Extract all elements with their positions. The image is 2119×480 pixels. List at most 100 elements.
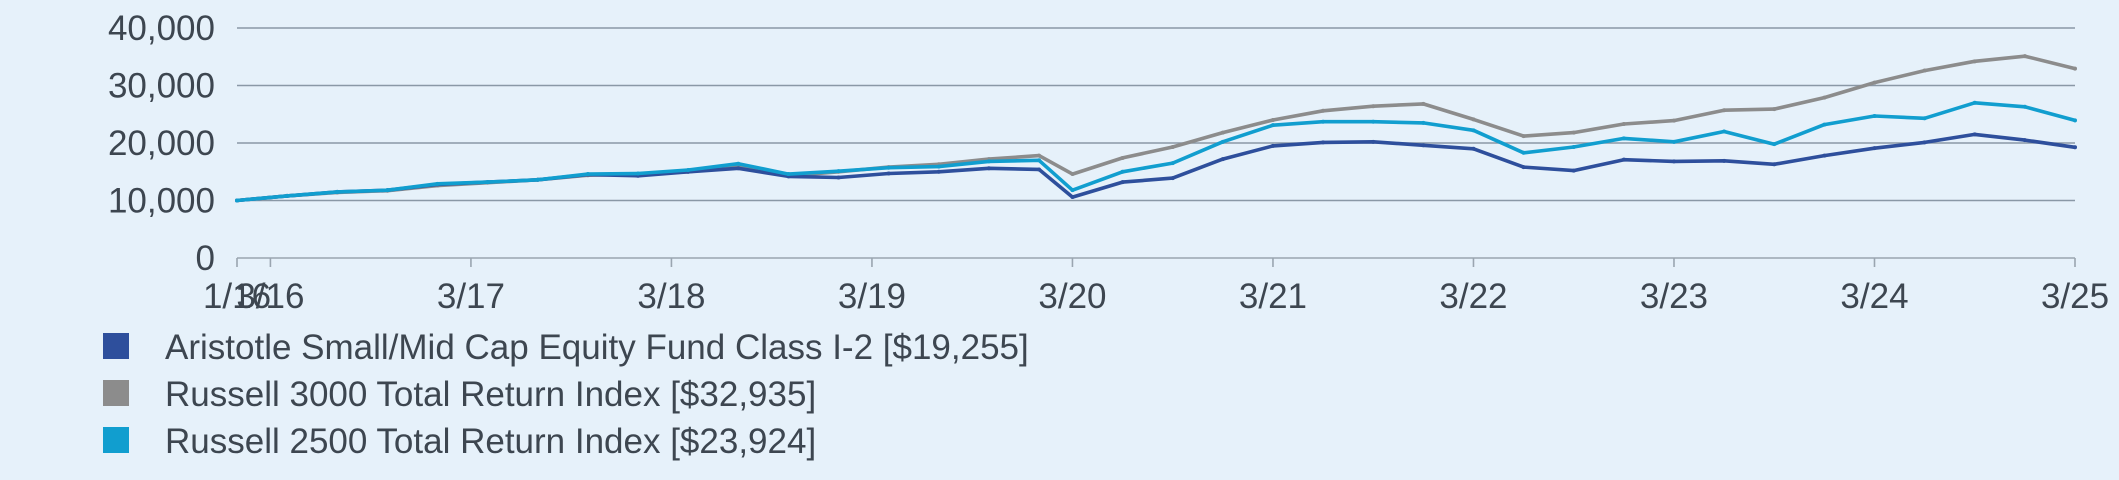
series-points-2: [235, 100, 2077, 203]
data-point: [1471, 128, 1476, 133]
y-tick-label: 40,000: [108, 9, 215, 48]
data-point: [1120, 180, 1125, 185]
data-point: [1037, 153, 1042, 158]
data-point: [2022, 54, 2027, 59]
data-point: [1671, 139, 1676, 144]
data-point: [786, 172, 791, 177]
data-point: [1070, 195, 1075, 200]
data-point: [385, 188, 390, 193]
data-point: [1872, 146, 1877, 151]
x-tick-label: 3/23: [1640, 277, 1708, 316]
legend-swatch: [103, 333, 129, 359]
data-point: [1722, 108, 1727, 113]
data-point: [1170, 161, 1175, 166]
data-point: [1972, 59, 1977, 64]
legend-swatch: [103, 380, 129, 406]
data-point: [1571, 145, 1576, 150]
data-point: [1371, 139, 1376, 144]
data-point: [1571, 168, 1576, 173]
data-point: [1671, 118, 1676, 123]
data-point: [1822, 95, 1827, 100]
data-point: [1037, 158, 1042, 163]
data-point: [1371, 104, 1376, 109]
data-point: [335, 189, 340, 194]
data-point: [636, 171, 641, 176]
x-tick-label: 3/21: [1239, 277, 1307, 316]
data-point: [585, 172, 590, 177]
data-point: [1220, 157, 1225, 162]
data-point: [1872, 80, 1877, 85]
data-point: [1170, 145, 1175, 150]
data-point: [435, 181, 440, 186]
data-point: [1521, 134, 1526, 139]
data-point: [2073, 118, 2077, 123]
data-point: [1471, 117, 1476, 122]
data-point: [986, 159, 991, 164]
data-point: [535, 177, 540, 182]
data-point: [485, 180, 490, 185]
x-tick-label: 3/17: [437, 277, 505, 316]
data-point: [936, 169, 941, 174]
data-point: [1471, 146, 1476, 151]
data-point: [1321, 140, 1326, 145]
data-point: [686, 168, 691, 173]
data-point: [1521, 150, 1526, 155]
data-point: [1421, 120, 1426, 125]
data-point: [2022, 138, 2027, 143]
x-tick-label: 3/22: [1439, 277, 1507, 316]
data-point: [1120, 169, 1125, 174]
legend-swatch: [103, 427, 129, 453]
data-point: [1772, 107, 1777, 112]
data-point: [1621, 122, 1626, 127]
data-point: [1822, 122, 1827, 127]
series-lines: [235, 54, 2077, 203]
y-tick-labels: 0 10,000 20,000 30,000 40,000: [108, 9, 215, 278]
data-point: [1822, 153, 1827, 158]
x-tick-label: 1/16: [203, 277, 271, 316]
data-point: [1521, 165, 1526, 170]
data-point: [1972, 132, 1977, 137]
data-point: [886, 171, 891, 176]
data-point: [1872, 113, 1877, 118]
legend-label: Aristotle Small/Mid Cap Equity Fund Clas…: [165, 328, 1029, 367]
y-tick-label: 20,000: [108, 124, 215, 163]
data-point: [2073, 66, 2077, 71]
data-point: [886, 165, 891, 170]
data-point: [836, 169, 841, 174]
data-point: [1421, 101, 1426, 106]
data-point: [2073, 145, 2077, 150]
data-point: [736, 166, 741, 171]
data-point: [1321, 119, 1326, 124]
data-point: [1270, 143, 1275, 148]
data-point: [1722, 129, 1727, 134]
x-tick-label: 3/19: [838, 277, 906, 316]
y-tick-label: 0: [196, 239, 215, 278]
data-point: [1922, 116, 1927, 121]
grid-layer: [237, 27, 2075, 202]
data-point: [1120, 155, 1125, 160]
data-point: [1170, 176, 1175, 181]
data-point: [1220, 139, 1225, 144]
data-point: [836, 175, 841, 180]
data-point: [1571, 130, 1576, 135]
x-tick-label: 3/16: [236, 277, 304, 316]
x-tick-label: 3/25: [2041, 277, 2109, 316]
data-point: [1922, 68, 1927, 73]
data-point: [1421, 143, 1426, 148]
data-point: [936, 164, 941, 169]
data-point: [1722, 158, 1727, 163]
data-point: [1270, 118, 1275, 122]
data-point: [1037, 167, 1042, 172]
data-point: [1922, 140, 1927, 145]
data-point: [1070, 188, 1075, 193]
x-tick-label: 3/18: [637, 277, 705, 316]
data-point: [1772, 142, 1777, 147]
x-tick-label: 3/20: [1038, 277, 1106, 316]
data-point: [2022, 104, 2027, 109]
series-line-2: [235, 101, 2077, 203]
data-point: [1321, 108, 1326, 113]
y-tick-label: 30,000: [108, 67, 215, 106]
x-axis: 1/163/16 3/17 3/18 3/19 3/20 3/21 3/22 3/23 3/24…: [203, 257, 2109, 316]
